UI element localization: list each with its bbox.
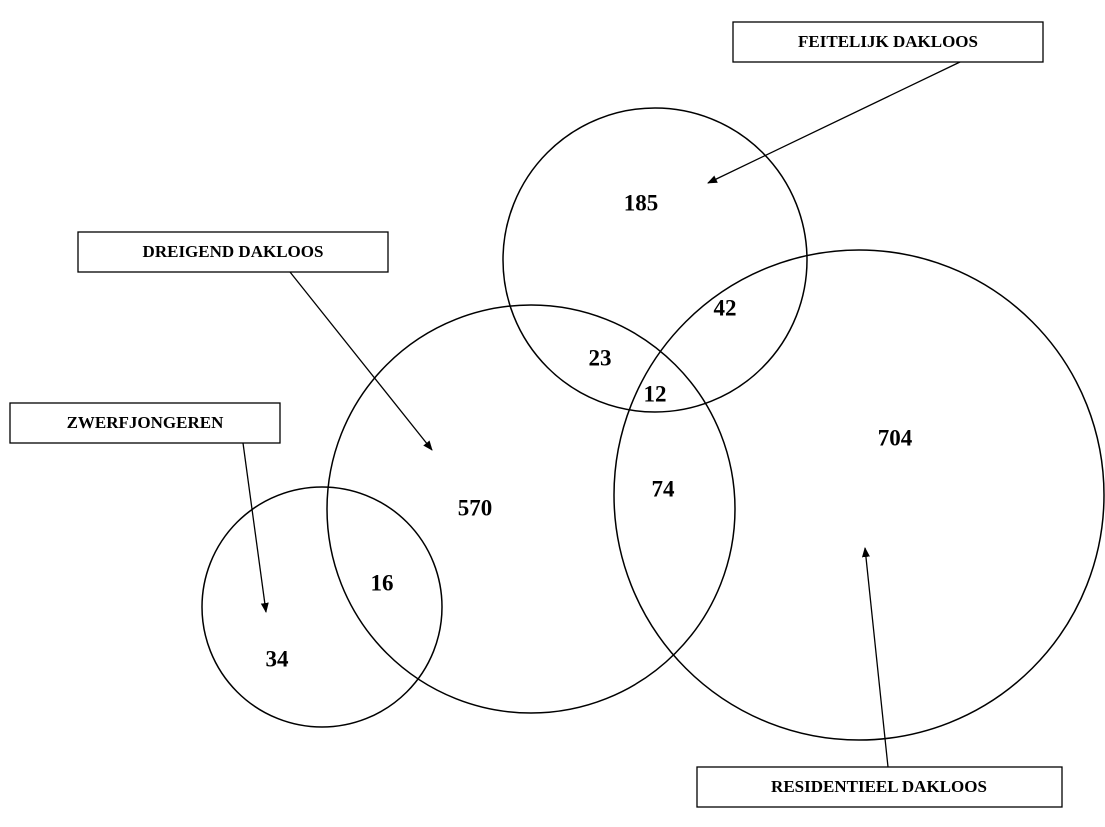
- region-value: 23: [589, 345, 612, 370]
- region-value: 34: [266, 646, 290, 671]
- arrow: [861, 547, 889, 768]
- region-value: 42: [714, 295, 737, 320]
- circle-feitelijk: [502, 107, 808, 413]
- label-box: [9, 402, 281, 444]
- arrows: [242, 61, 961, 768]
- label-box: [696, 766, 1063, 808]
- region-value: 570: [458, 495, 493, 520]
- region-value: 185: [624, 190, 659, 215]
- label-box: [732, 21, 1044, 63]
- labels: FEITELIJK DAKLOOS DREIGEND DAKLOOS ZWERF…: [9, 21, 1063, 808]
- region-value: 704: [878, 425, 913, 450]
- arrow: [242, 442, 269, 613]
- region-values: 185 42 23 12 704 74 570 16 34: [266, 190, 913, 671]
- set-label: DREIGEND DAKLOOS: [143, 242, 324, 261]
- arrow: [707, 61, 961, 184]
- circles: [201, 107, 1105, 741]
- region-value: 16: [371, 570, 394, 595]
- circle-residentieel: [613, 249, 1105, 741]
- region-value: 74: [652, 476, 676, 501]
- set-label: FEITELIJK DAKLOOS: [798, 32, 978, 51]
- region-value: 12: [644, 381, 667, 406]
- arrow: [289, 271, 433, 451]
- circle-dreigend: [326, 304, 736, 714]
- set-label: ZWERFJONGEREN: [67, 413, 225, 432]
- set-label: RESIDENTIEEL DAKLOOS: [771, 777, 987, 796]
- circle-zwerf: [201, 486, 443, 728]
- label-box: [77, 231, 389, 273]
